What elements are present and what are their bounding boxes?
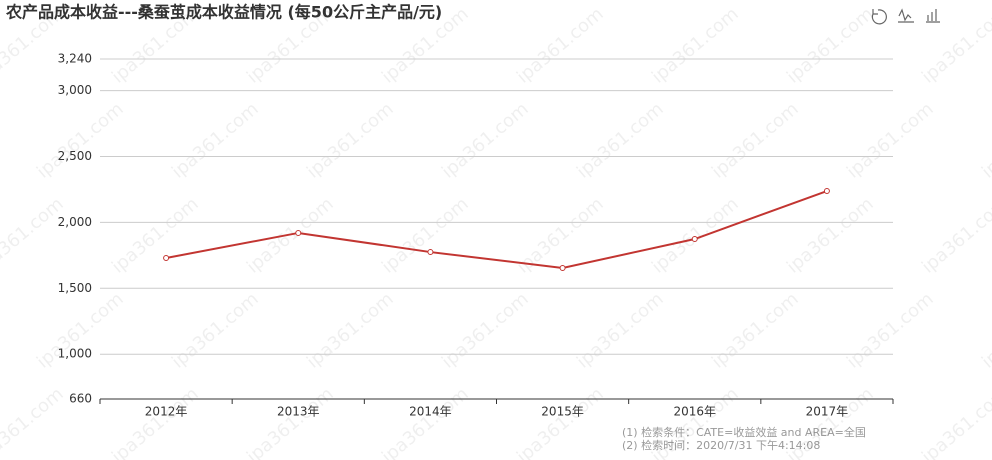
watermark: ipa361.com	[513, 383, 608, 460]
line	[165, 190, 828, 270]
watermark: ipa361.com	[438, 98, 533, 182]
y-tick-label: 3,240	[58, 52, 92, 66]
watermark: ipa361.com	[783, 383, 878, 460]
watermark: ipa361.com	[378, 193, 473, 277]
point	[427, 249, 434, 256]
watermark: ipa361.com	[648, 193, 743, 277]
watermark: ipa361.com	[573, 98, 668, 182]
watermark: ipa361.com	[918, 3, 992, 87]
watermark: ipa361.com	[573, 288, 668, 372]
watermark: ipa361.com	[918, 193, 992, 277]
watermark: ipa361.com	[513, 193, 608, 277]
watermark: ipa361.com	[0, 193, 68, 277]
y-tick-label: 1,000	[58, 347, 92, 361]
watermark: ipa361.com	[303, 288, 398, 372]
point	[295, 229, 302, 236]
bar-icon[interactable]	[926, 9, 940, 23]
toolbox[interactable]	[871, 8, 940, 25]
watermark: ipa361.com	[513, 3, 608, 87]
watermark: ipa361.com	[108, 193, 203, 277]
y-tick-label: 2,500	[58, 149, 92, 163]
chart-title: 农产品成本收益---桑蚕茧成本收益情况 (每50公斤主产品/元)	[5, 3, 442, 22]
watermark: ipa361.com	[978, 288, 992, 372]
point	[559, 265, 566, 272]
x-tick-label: 2012年	[145, 405, 188, 419]
x-tick-label: 2015年	[541, 405, 584, 419]
watermark: ipa361.com	[843, 288, 938, 372]
watermark: ipa361.com	[0, 383, 68, 460]
watermark: ipa361.com	[168, 288, 263, 372]
watermark: ipa361.com	[918, 383, 992, 460]
watermark: ipa361.com	[243, 193, 338, 277]
line-icon[interactable]	[898, 8, 914, 23]
watermark: ipa361.com	[33, 98, 128, 182]
watermark: ipa361.com	[843, 98, 938, 182]
watermark: ipa361.com	[438, 288, 533, 372]
x-tick-label: 2016年	[673, 405, 716, 419]
watermark: ipa361.com	[168, 98, 263, 182]
watermark: ipa361.com	[243, 383, 338, 460]
watermark: ipa361.com	[648, 3, 743, 87]
watermark: ipa361.com	[708, 288, 803, 372]
point	[823, 188, 830, 195]
watermark: ipa361.com	[303, 98, 398, 182]
x-tick-label: 2017年	[806, 405, 849, 419]
point	[691, 236, 698, 243]
watermark: ipa361.com	[708, 98, 803, 182]
note: (1) 检索条件：CATE=收益效益 and AREA=全国	[622, 425, 866, 439]
watermark: ipa361.com	[783, 193, 878, 277]
note: (2) 检索时间：2020/7/31 下午4:14:08	[622, 438, 820, 452]
x-tick-label: 2013年	[277, 405, 320, 419]
y-tick-label: 2,000	[58, 215, 92, 229]
point	[163, 254, 170, 261]
watermark: ipa361.com	[783, 3, 878, 87]
watermark: ipa361.com	[378, 383, 473, 460]
watermark: ipa361.com	[978, 98, 992, 182]
x-tick-label: 2014年	[409, 405, 452, 419]
y-tick-label: 1,500	[58, 281, 92, 295]
y-tick-label: 3,000	[58, 83, 92, 97]
restore-icon[interactable]	[871, 9, 887, 25]
y-tick-label: 660	[69, 392, 92, 406]
watermark: ipa361.com	[108, 383, 203, 460]
